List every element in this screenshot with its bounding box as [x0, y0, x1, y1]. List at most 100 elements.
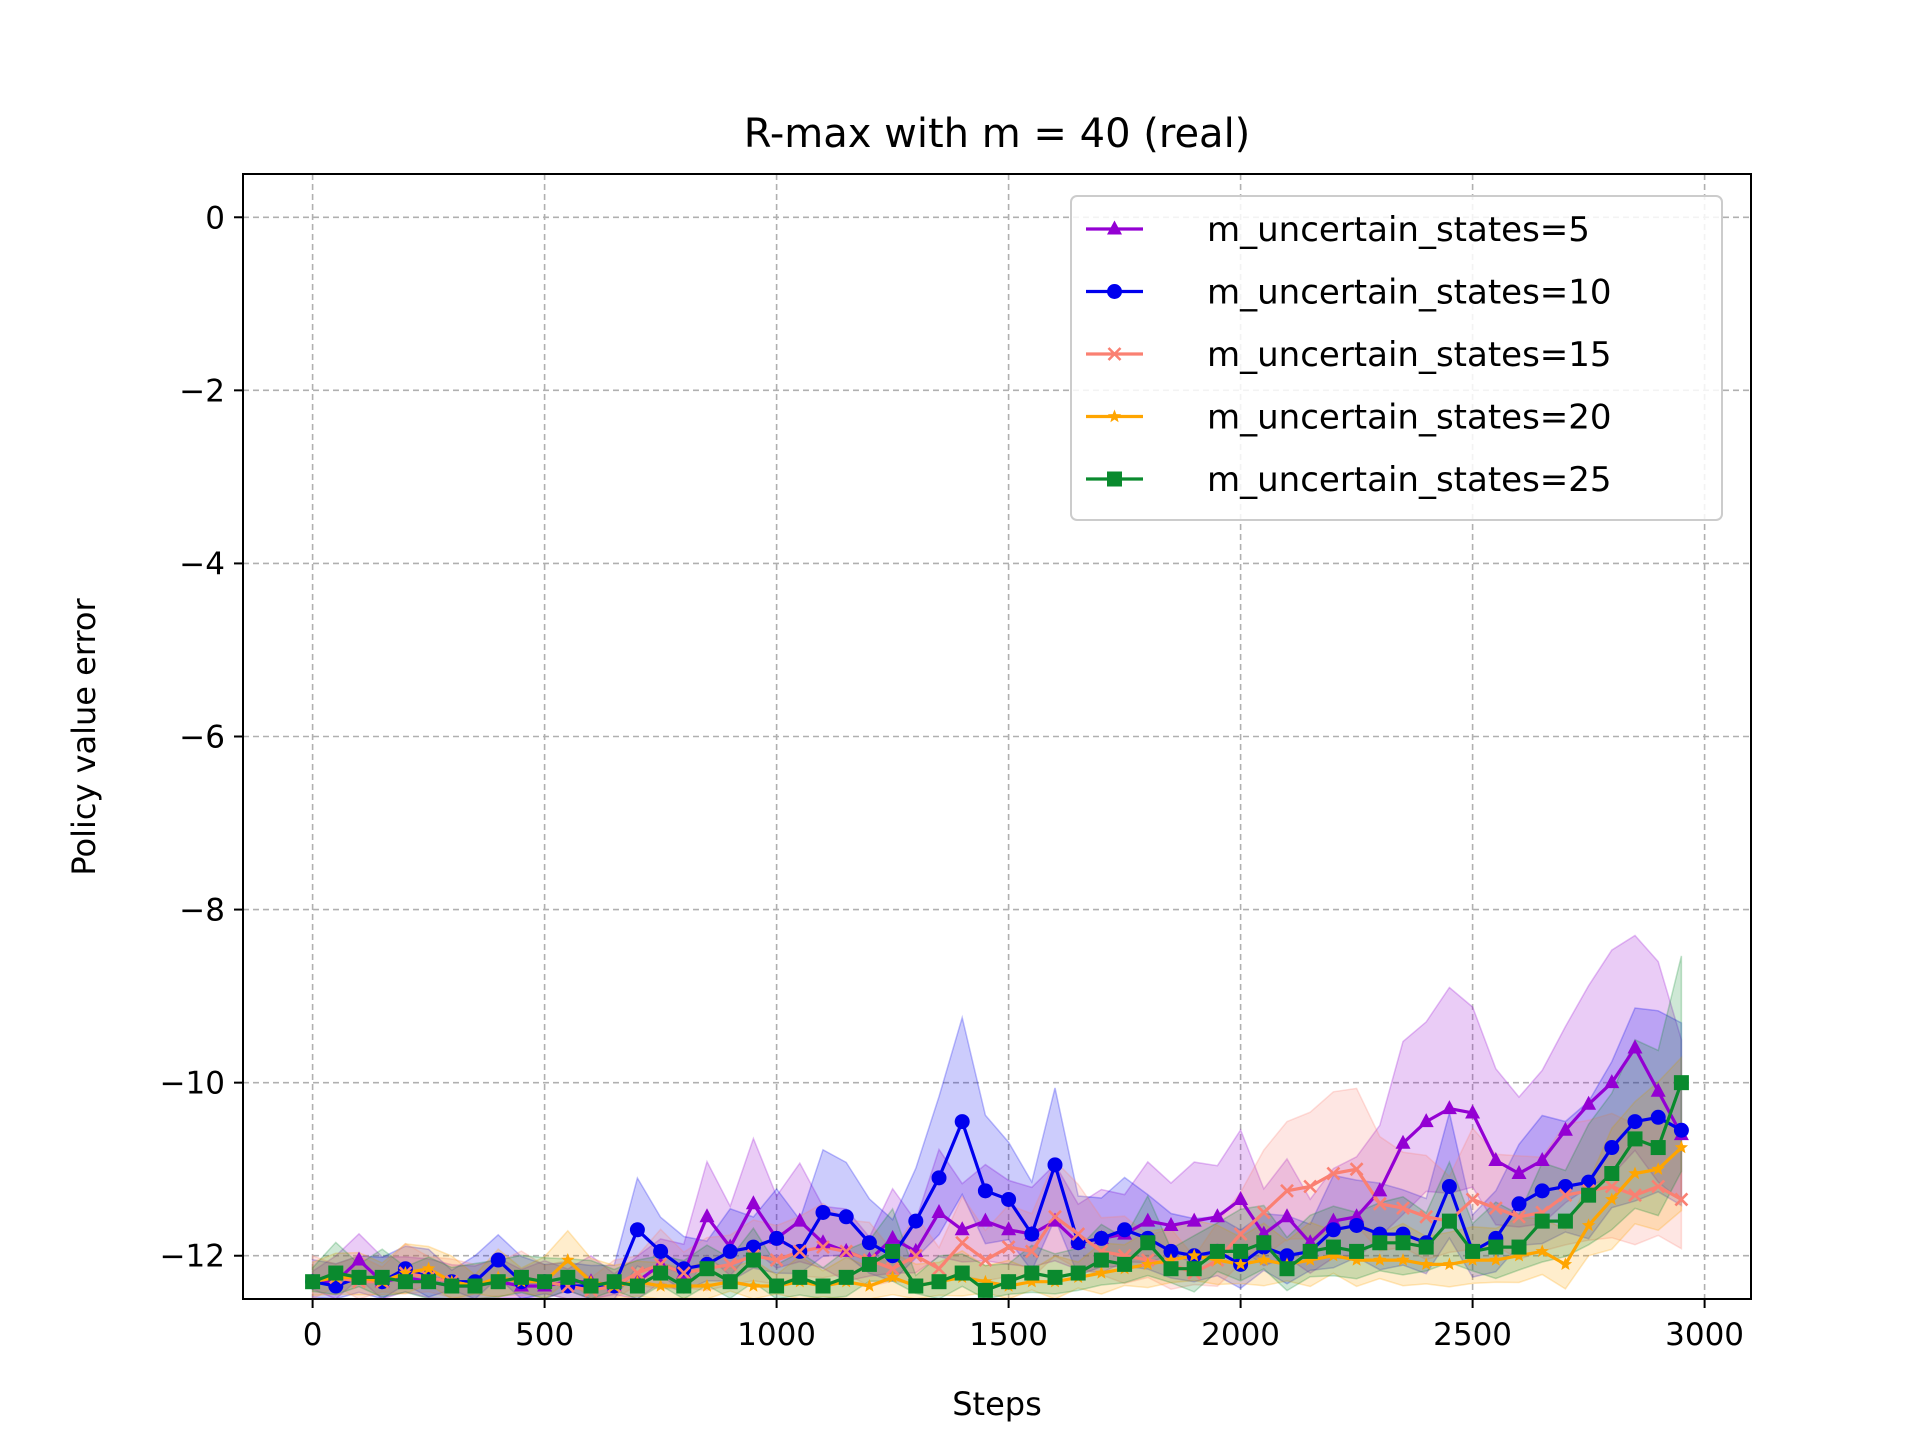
data-point — [1187, 1248, 1201, 1262]
data-point — [1488, 1152, 1504, 1167]
data-point — [1117, 1222, 1133, 1238]
data-point — [885, 1270, 900, 1283]
legend-frame — [1070, 195, 1723, 521]
data-point — [676, 1261, 692, 1277]
x-stroke-b — [816, 1240, 830, 1254]
data-point — [653, 1243, 669, 1259]
y-tick-label: −6 — [179, 720, 225, 756]
data-point — [861, 1256, 877, 1272]
x-stroke-b — [1372, 1196, 1387, 1211]
x-stroke-b — [1396, 1201, 1410, 1216]
data-point — [1163, 1243, 1179, 1259]
data-point — [1233, 1257, 1248, 1270]
chart-title: R-max with m = 40 (real) — [744, 111, 1251, 157]
x-stroke-b — [1233, 1227, 1248, 1242]
data-point — [1441, 1179, 1457, 1194]
x-tick-label: 1000 — [737, 1317, 816, 1353]
data-point — [792, 1244, 807, 1259]
data-point — [1442, 1257, 1457, 1270]
x-tick-label: 2500 — [1433, 1317, 1512, 1353]
data-point — [467, 1278, 483, 1294]
data-point — [1627, 1039, 1643, 1054]
data-point — [1418, 1113, 1434, 1128]
x-stroke-b — [1651, 1179, 1666, 1194]
data-point — [1651, 1179, 1666, 1194]
y-tick-label: −8 — [179, 893, 225, 929]
x-axis-ticks: 0 500 1000 1500 2000 2500 3000 — [303, 1299, 1744, 1353]
data-point — [745, 1195, 761, 1210]
data-point — [490, 1274, 506, 1290]
data-point — [932, 1261, 946, 1276]
data-point — [1581, 1174, 1597, 1190]
data-point — [1325, 1222, 1341, 1238]
data-point — [816, 1240, 830, 1254]
x-stroke-b — [1280, 1183, 1294, 1198]
x-stroke-b — [839, 1244, 854, 1259]
legend: m_uncertain_states=5 m_uncertain_states=1… — [1070, 195, 1723, 521]
data-point — [1511, 1196, 1527, 1212]
data-point — [1164, 1253, 1178, 1266]
data-point — [769, 1230, 785, 1246]
data-point — [792, 1212, 808, 1227]
data-point — [1001, 1191, 1017, 1207]
data-point — [653, 1265, 669, 1281]
x-stroke-b — [723, 1257, 738, 1272]
data-point — [351, 1269, 367, 1285]
data-point — [1233, 1227, 1248, 1242]
data-point — [1512, 1209, 1526, 1224]
data-point — [977, 1282, 993, 1298]
data-point — [723, 1257, 738, 1272]
data-point — [977, 1183, 993, 1199]
data-point — [1373, 1253, 1387, 1266]
data-point — [1210, 1253, 1225, 1266]
data-point — [629, 1278, 645, 1294]
data-point — [1024, 1226, 1040, 1242]
data-point — [1581, 1187, 1597, 1203]
data-point — [1558, 1257, 1573, 1270]
data-point — [1233, 1243, 1249, 1259]
data-point — [1001, 1221, 1017, 1236]
data-point — [1488, 1201, 1503, 1216]
data-point — [1325, 1212, 1341, 1227]
data-point — [885, 1229, 901, 1244]
x-tick-label: 2000 — [1201, 1317, 1280, 1353]
legend-item-5: m_uncertain_states=25 — [1086, 460, 1612, 500]
data-point — [861, 1235, 877, 1251]
x-stroke-b — [1071, 1227, 1086, 1242]
data-point — [931, 1274, 947, 1290]
data-point — [1396, 1201, 1410, 1216]
data-point — [1349, 1243, 1365, 1259]
data-point — [792, 1269, 808, 1285]
data-point — [1256, 1235, 1272, 1251]
data-point — [421, 1261, 436, 1275]
legend-item-4: m_uncertain_states=20 — [1086, 398, 1612, 438]
data-point — [1557, 1121, 1573, 1136]
data-point — [1604, 1074, 1620, 1089]
data-point — [862, 1279, 877, 1292]
legend-label: m_uncertain_states=25 — [1207, 460, 1612, 500]
data-point — [328, 1278, 344, 1294]
data-point — [885, 1261, 900, 1276]
data-point — [1512, 1248, 1526, 1262]
data-point — [1233, 1190, 1249, 1205]
data-point — [583, 1278, 599, 1294]
data-point — [305, 1274, 321, 1290]
data-point — [1627, 1114, 1643, 1130]
y-tick-label: −10 — [160, 1066, 225, 1102]
data-point — [1209, 1243, 1225, 1259]
data-point — [978, 1274, 993, 1288]
x-stroke-b — [955, 1235, 970, 1250]
data-point — [978, 1253, 993, 1267]
data-point — [1489, 1253, 1503, 1266]
legend-label: m_uncertain_states=10 — [1207, 273, 1612, 313]
data-point — [1349, 1217, 1365, 1233]
data-point — [560, 1269, 576, 1285]
data-point — [1302, 1243, 1318, 1259]
data-point — [1650, 1082, 1666, 1097]
data-point — [1557, 1213, 1573, 1229]
x-stroke-b — [630, 1266, 645, 1280]
legend-marker — [1107, 220, 1122, 235]
data-point — [1256, 1205, 1271, 1220]
legend-item-3: m_uncertain_states=15 — [1086, 335, 1612, 375]
data-point — [1465, 1253, 1480, 1266]
